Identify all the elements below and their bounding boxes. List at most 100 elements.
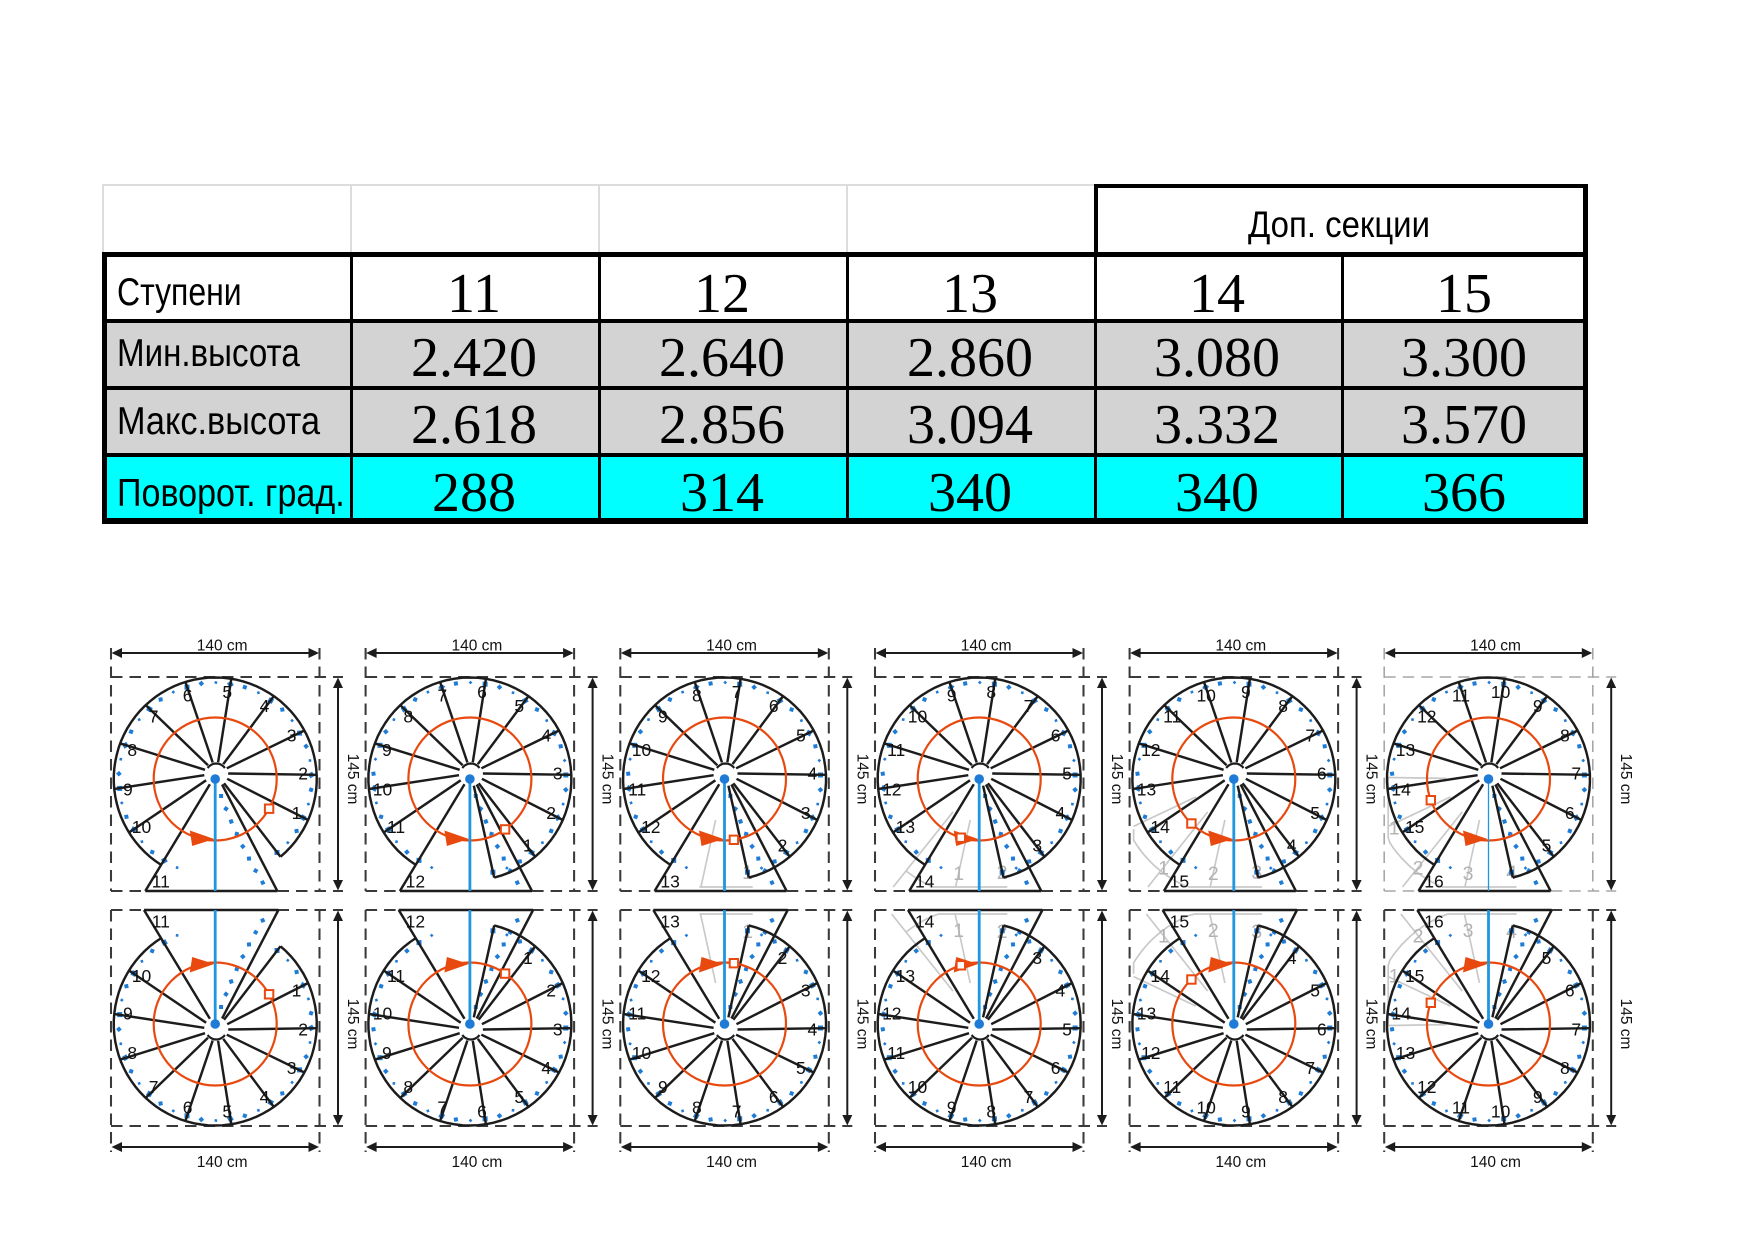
svg-text:15: 15 — [1405, 817, 1424, 837]
svg-text:6: 6 — [183, 686, 193, 706]
svg-text:6: 6 — [1317, 1020, 1327, 1040]
svg-text:10: 10 — [908, 1077, 928, 1097]
svg-text:145 cm: 145 cm — [599, 999, 616, 1050]
svg-text:145 cm: 145 cm — [1617, 754, 1634, 805]
svg-text:140 cm: 140 cm — [961, 638, 1012, 655]
svg-text:7: 7 — [1571, 1020, 1581, 1040]
svg-text:6: 6 — [477, 1101, 487, 1121]
svg-text:4: 4 — [1287, 948, 1297, 968]
svg-text:9: 9 — [1241, 1101, 1251, 1121]
svg-text:4: 4 — [1056, 980, 1066, 1000]
svg-text:2: 2 — [1413, 857, 1424, 879]
svg-text:10: 10 — [1196, 1098, 1216, 1118]
svg-text:3: 3 — [287, 1058, 297, 1078]
svg-text:12: 12 — [641, 966, 660, 986]
svg-text:5: 5 — [1062, 1020, 1072, 1040]
svg-text:12: 12 — [406, 872, 425, 892]
svg-text:8: 8 — [1278, 696, 1288, 716]
svg-text:11: 11 — [1452, 686, 1470, 706]
svg-text:14: 14 — [915, 912, 935, 932]
svg-text:14: 14 — [1391, 780, 1411, 800]
svg-text:5: 5 — [222, 682, 232, 702]
svg-text:11: 11 — [1452, 1098, 1470, 1118]
svg-text:9: 9 — [382, 1043, 392, 1063]
svg-text:6: 6 — [183, 1098, 193, 1118]
svg-text:14: 14 — [915, 872, 935, 892]
svg-text:1: 1 — [1389, 817, 1400, 839]
svg-text:13: 13 — [1137, 780, 1156, 800]
svg-text:7: 7 — [1305, 1058, 1315, 1078]
svg-text:11: 11 — [1163, 1077, 1181, 1097]
svg-text:11: 11 — [152, 872, 170, 892]
svg-text:145 cm: 145 cm — [1617, 999, 1634, 1050]
svg-text:7: 7 — [149, 1077, 159, 1097]
svg-text:2: 2 — [546, 980, 556, 1000]
svg-text:7: 7 — [149, 706, 159, 726]
svg-text:8: 8 — [1560, 725, 1570, 745]
svg-text:140 cm: 140 cm — [1215, 1154, 1266, 1171]
svg-text:8: 8 — [692, 686, 702, 706]
svg-text:7: 7 — [1024, 1087, 1034, 1107]
svg-text:9: 9 — [1533, 1087, 1543, 1107]
svg-text:3: 3 — [801, 803, 811, 823]
svg-text:3: 3 — [553, 764, 563, 784]
svg-text:8: 8 — [403, 1077, 413, 1097]
svg-text:7: 7 — [1305, 725, 1315, 745]
svg-text:10: 10 — [132, 817, 152, 837]
svg-text:5: 5 — [1062, 764, 1072, 784]
svg-text:7: 7 — [1024, 696, 1034, 716]
svg-text:140 cm: 140 cm — [706, 638, 757, 655]
svg-text:13: 13 — [1396, 1043, 1415, 1063]
svg-text:5: 5 — [514, 1087, 524, 1107]
svg-text:9: 9 — [947, 1098, 957, 1118]
svg-text:10: 10 — [632, 1043, 652, 1063]
svg-text:9: 9 — [658, 1077, 668, 1097]
svg-text:4: 4 — [1056, 803, 1066, 823]
svg-text:3: 3 — [1463, 920, 1474, 942]
svg-text:4: 4 — [260, 696, 270, 716]
svg-text:145 cm: 145 cm — [853, 754, 870, 805]
svg-text:6: 6 — [1051, 725, 1061, 745]
svg-text:13: 13 — [660, 872, 679, 892]
svg-text:140 cm: 140 cm — [197, 1154, 248, 1171]
svg-text:140 cm: 140 cm — [451, 1154, 502, 1171]
svg-text:5: 5 — [796, 1058, 806, 1078]
svg-text:8: 8 — [986, 1101, 996, 1121]
svg-text:15: 15 — [1170, 872, 1189, 892]
svg-text:13: 13 — [1137, 1004, 1156, 1024]
svg-text:14: 14 — [1150, 966, 1170, 986]
svg-text:145 cm: 145 cm — [599, 754, 616, 805]
svg-text:2: 2 — [546, 803, 556, 823]
svg-text:15: 15 — [1405, 966, 1424, 986]
svg-text:3: 3 — [1463, 863, 1474, 885]
svg-text:8: 8 — [1560, 1058, 1570, 1078]
svg-text:6: 6 — [769, 696, 779, 716]
svg-text:6: 6 — [1565, 980, 1575, 1000]
svg-text:2: 2 — [1413, 926, 1424, 948]
svg-text:1: 1 — [1389, 966, 1400, 988]
svg-text:14: 14 — [1391, 1004, 1411, 1024]
svg-text:8: 8 — [127, 740, 137, 760]
svg-text:4: 4 — [260, 1087, 270, 1107]
svg-text:12: 12 — [1141, 740, 1160, 760]
svg-text:4: 4 — [808, 764, 818, 784]
svg-text:2: 2 — [778, 835, 788, 855]
svg-text:145 cm: 145 cm — [1363, 999, 1380, 1050]
svg-text:5: 5 — [1542, 948, 1552, 968]
svg-text:6: 6 — [1051, 1058, 1061, 1078]
svg-text:12: 12 — [882, 1004, 901, 1024]
svg-text:11: 11 — [887, 1043, 905, 1063]
svg-text:1: 1 — [953, 920, 964, 942]
svg-text:145 cm: 145 cm — [1363, 754, 1380, 805]
svg-text:5: 5 — [1310, 980, 1320, 1000]
svg-text:12: 12 — [1417, 706, 1436, 726]
svg-text:2: 2 — [778, 948, 788, 968]
svg-text:16: 16 — [1424, 912, 1443, 932]
svg-text:140 cm: 140 cm — [706, 1154, 757, 1171]
svg-text:140 cm: 140 cm — [961, 1154, 1012, 1171]
svg-text:145 cm: 145 cm — [1108, 999, 1125, 1050]
svg-text:12: 12 — [882, 780, 901, 800]
svg-text:16: 16 — [1424, 872, 1443, 892]
svg-text:8: 8 — [692, 1098, 702, 1118]
svg-text:1: 1 — [953, 863, 964, 885]
